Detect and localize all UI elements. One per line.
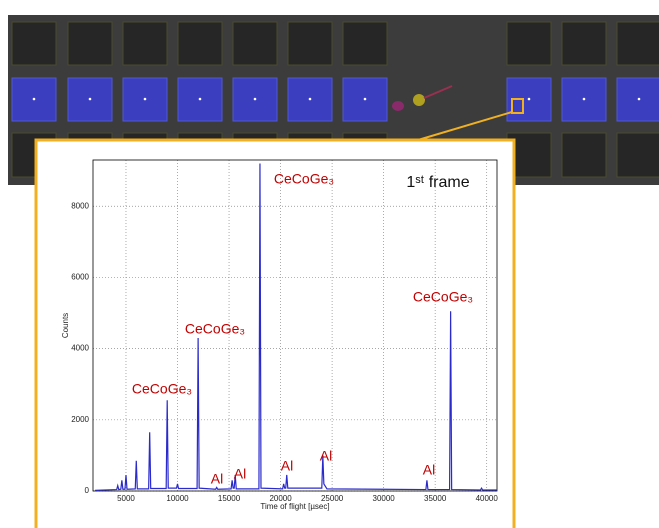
detector-tile: [288, 22, 332, 65]
y-tick-label: 6000: [71, 273, 89, 282]
x-tick-label: 10000: [166, 494, 189, 503]
detector-tile: [617, 133, 659, 177]
x-tick-label: 30000: [373, 494, 396, 503]
annotation: CeCoGe₃: [274, 171, 334, 187]
annotation: CeCoGe₃: [132, 381, 192, 397]
detector-tile: [233, 22, 277, 65]
annotation: Al: [281, 458, 293, 474]
detector-tile: [12, 22, 56, 65]
x-tick-label: 5000: [117, 494, 135, 503]
detector-tile: [562, 22, 606, 65]
y-axis-label: Counts: [61, 313, 70, 338]
annotation: 1ˢᵗ frame: [406, 174, 469, 191]
page: {"chart_data": {"type": "line", "annotat…: [0, 0, 659, 528]
detector-tile: [617, 22, 659, 65]
x-tick-label: 15000: [218, 494, 241, 503]
hit-spot: [144, 98, 147, 101]
annotation: Al: [320, 448, 332, 464]
annotation: CeCoGe₃: [413, 289, 473, 305]
x-tick-label: 40000: [476, 494, 499, 503]
y-tick-label: 2000: [71, 415, 89, 424]
hit-spot: [364, 98, 367, 101]
hit-spot: [254, 98, 257, 101]
hit-spot: [583, 98, 586, 101]
detector-tile: [68, 22, 112, 65]
detector-tile: [562, 133, 606, 177]
x-tick-label: 35000: [424, 494, 447, 503]
annotation: Al: [234, 466, 246, 482]
annotation: CeCoGe₃: [185, 321, 245, 337]
hit-spot: [309, 98, 312, 101]
hit-spot: [33, 98, 36, 101]
photo-detail: [413, 94, 425, 106]
detector-tile: [178, 22, 222, 65]
hit-spot: [638, 98, 641, 101]
hit-spot: [199, 98, 202, 101]
detector-tile: [343, 22, 387, 65]
detector-tile: [123, 22, 167, 65]
detector-tile: [507, 22, 551, 65]
photo-detail: [392, 101, 404, 111]
figure: 0200040006000800050001000015000200002500…: [0, 0, 659, 528]
annotation: Al: [211, 471, 223, 487]
inset-panel: [36, 140, 514, 528]
y-tick-label: 8000: [71, 201, 89, 210]
y-tick-label: 4000: [71, 344, 89, 353]
x-axis-label: Time of flight [µsec]: [260, 502, 329, 511]
hit-spot: [89, 98, 92, 101]
hit-spot: [528, 98, 531, 101]
y-tick-label: 0: [85, 486, 90, 495]
annotation: Al: [423, 462, 435, 478]
margin: [0, 0, 659, 15]
